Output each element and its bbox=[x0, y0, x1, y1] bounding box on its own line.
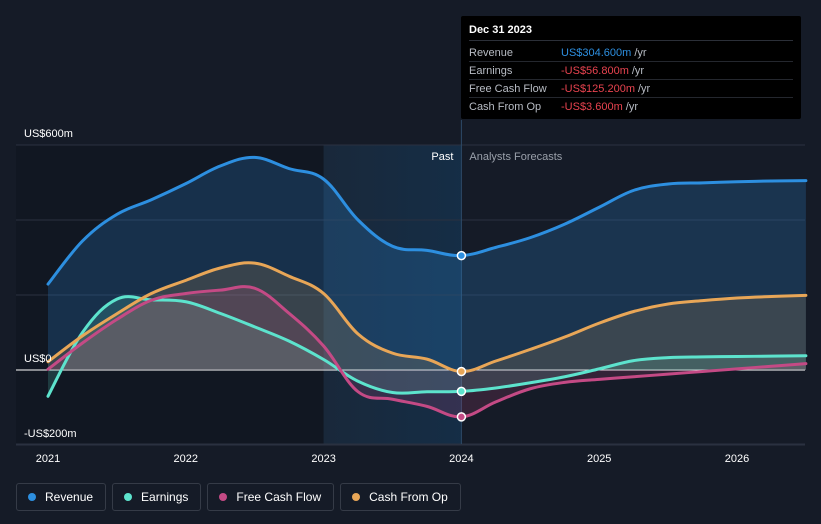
free-cash-flow-line bbox=[46, 285, 808, 419]
cash-from-op-marker bbox=[456, 366, 467, 377]
y-tick-label: US$600m bbox=[24, 128, 73, 140]
tooltip-value: -US$3.600m bbox=[561, 100, 623, 113]
legend-label: Free Cash Flow bbox=[236, 490, 322, 504]
past-label: Past bbox=[431, 151, 453, 163]
legend-item-revenue[interactable]: Revenue bbox=[16, 483, 107, 511]
tooltip-row-revenue: Revenue US$304.600m /yr bbox=[469, 44, 793, 62]
legend-dot-icon bbox=[352, 493, 361, 501]
tooltip-unit: /yr bbox=[631, 64, 645, 77]
forecast-label: Analysts Forecasts bbox=[469, 151, 562, 163]
earnings-line bbox=[46, 295, 808, 398]
legend-item-earnings[interactable]: Earnings bbox=[112, 483, 202, 511]
legend-label: Revenue bbox=[45, 490, 94, 504]
legend-item-cash-from-op[interactable]: Cash From Op bbox=[340, 483, 461, 511]
tooltip-label: Earnings bbox=[469, 64, 513, 77]
legend-label: Cash From Op bbox=[369, 490, 448, 504]
x-tick-label: 2025 bbox=[587, 453, 611, 465]
free-cash-flow-marker bbox=[456, 412, 467, 422]
legend-dot-icon bbox=[219, 493, 228, 501]
tooltip-label: Free Cash Flow bbox=[469, 82, 547, 95]
y-tick-label: US$0 bbox=[24, 353, 52, 365]
legend-dot-icon bbox=[124, 493, 133, 501]
tooltip-row-free-cash-flow: Free Cash Flow -US$125.200m /yr bbox=[469, 80, 793, 98]
legend-label: Earnings bbox=[141, 490, 189, 504]
x-tick-label: 2022 bbox=[174, 453, 198, 465]
earnings-marker bbox=[456, 386, 467, 397]
tooltip-label: Revenue bbox=[469, 46, 514, 59]
legend-item-free-cash-flow[interactable]: Free Cash Flow bbox=[207, 483, 335, 511]
x-tick-label: 2023 bbox=[311, 453, 335, 465]
tooltip: Dec 31 2023 Revenue US$304.600m /yr Earn… bbox=[461, 16, 801, 119]
tooltip-unit: /yr bbox=[634, 46, 647, 59]
cash-from-op-area bbox=[48, 262, 806, 372]
tooltip-value: -US$56.800m bbox=[561, 64, 629, 77]
tooltip-unit: /yr bbox=[638, 82, 651, 95]
legend: Revenue Earnings Free Cash Flow Cash Fro… bbox=[16, 483, 461, 511]
tooltip-unit: /yr bbox=[625, 100, 638, 113]
cash-from-op-line bbox=[46, 261, 808, 374]
tooltip-date: Dec 31 2023 bbox=[469, 24, 793, 41]
tooltip-value: -US$125.200m bbox=[561, 82, 635, 95]
x-tick-label: 2021 bbox=[36, 453, 60, 465]
x-tick-label: 2024 bbox=[449, 453, 473, 465]
tooltip-label: Cash From Op bbox=[469, 100, 542, 113]
revenue-marker bbox=[456, 250, 467, 261]
legend-dot-icon bbox=[28, 493, 36, 501]
y-tick-label: -US$200m bbox=[24, 428, 77, 440]
tooltip-row-cash-from-op: Cash From Op -US$3.600m /yr bbox=[469, 98, 793, 115]
x-tick-label: 2026 bbox=[725, 453, 749, 465]
tooltip-value: US$304.600m bbox=[561, 46, 632, 59]
tooltip-row-earnings: Earnings -US$56.800m /yr bbox=[469, 62, 793, 80]
revenue-line bbox=[46, 155, 808, 286]
